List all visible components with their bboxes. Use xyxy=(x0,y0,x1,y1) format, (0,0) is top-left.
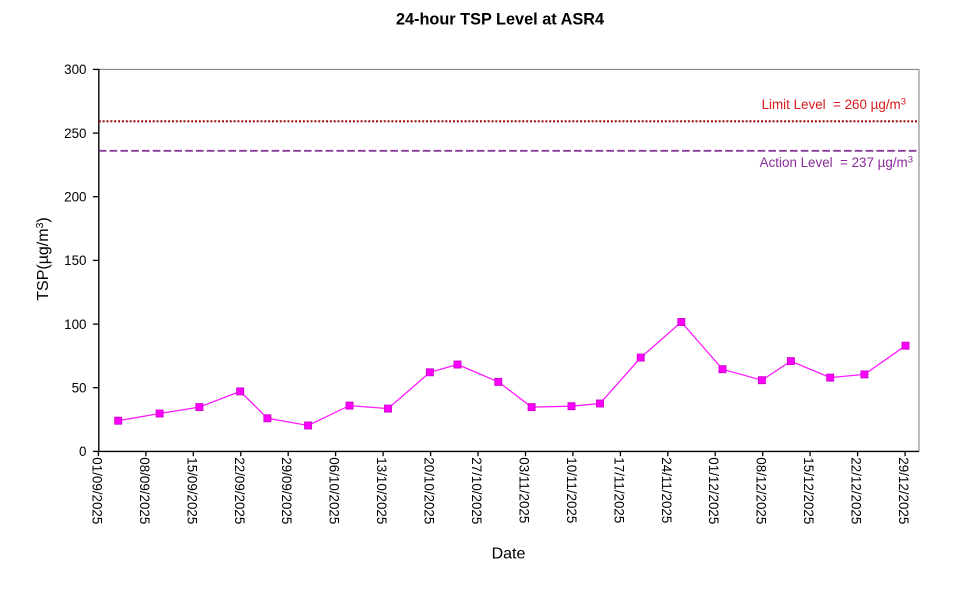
svg-text:100: 100 xyxy=(64,317,86,332)
svg-text:03/11/2025: 03/11/2025 xyxy=(517,457,532,523)
svg-text:22/09/2025: 22/09/2025 xyxy=(232,457,247,524)
svg-text:13/10/2025: 13/10/2025 xyxy=(374,457,389,524)
svg-text:20/10/2025: 20/10/2025 xyxy=(422,457,437,524)
svg-text:01/09/2025: 01/09/2025 xyxy=(89,457,104,524)
svg-text:200: 200 xyxy=(64,189,86,204)
svg-text:01/12/2025: 01/12/2025 xyxy=(706,457,721,524)
svg-text:29/12/2025: 29/12/2025 xyxy=(896,457,911,524)
svg-text:150: 150 xyxy=(64,253,86,268)
svg-text:300: 300 xyxy=(64,62,86,77)
svg-text:27/10/2025: 27/10/2025 xyxy=(469,457,484,524)
svg-text:Date: Date xyxy=(492,546,526,563)
svg-text:22/12/2025: 22/12/2025 xyxy=(849,457,864,524)
svg-text:0: 0 xyxy=(79,444,86,459)
svg-text:06/10/2025: 06/10/2025 xyxy=(327,457,342,524)
svg-text:250: 250 xyxy=(64,126,86,141)
svg-text:TSP(µg/m3): TSP(µg/m3) xyxy=(34,217,52,301)
svg-text:Limit Level = 260 µg/m3: Limit Level = 260 µg/m3 xyxy=(762,97,906,113)
svg-text:08/12/2025: 08/12/2025 xyxy=(754,457,769,524)
svg-text:08/09/2025: 08/09/2025 xyxy=(137,457,152,524)
svg-text:29/09/2025: 29/09/2025 xyxy=(279,457,294,524)
svg-text:Action Level = 237 µg/m3: Action Level = 237 µg/m3 xyxy=(760,154,913,170)
svg-text:15/12/2025: 15/12/2025 xyxy=(801,457,816,524)
svg-text:50: 50 xyxy=(72,380,87,395)
svg-text:17/11/2025: 17/11/2025 xyxy=(611,457,626,523)
svg-text:24/11/2025: 24/11/2025 xyxy=(659,457,674,523)
svg-text:15/09/2025: 15/09/2025 xyxy=(184,457,199,524)
svg-text:10/11/2025: 10/11/2025 xyxy=(564,457,579,523)
svg-text:24-hour TSP Level at ASR4: 24-hour TSP Level at ASR4 xyxy=(396,11,604,29)
